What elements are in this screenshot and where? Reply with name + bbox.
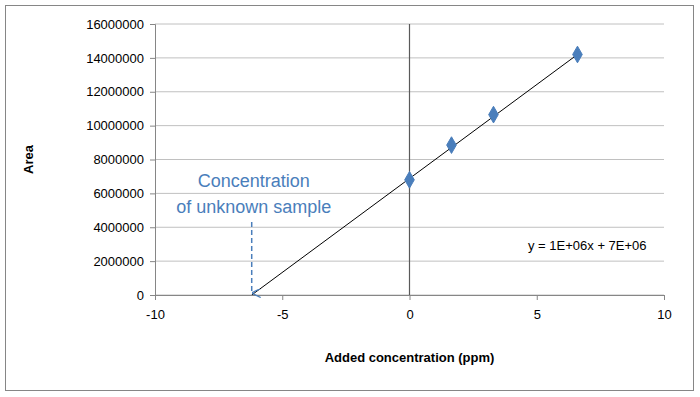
y-axis-title: Area [21,144,36,174]
y-tick-mark [150,227,155,228]
equation-text: y = 1E+06x + 7E+06 [528,238,647,253]
data-point [573,46,583,63]
x-tick-mark [664,295,665,300]
x-tick-label: 5 [534,307,541,322]
y-tick: 6000000 [93,186,155,201]
data-point [489,106,499,123]
y-tick-label: 8000000 [93,152,144,167]
x-axis-title: Added concentration (ppm) [325,350,495,365]
x-tick-mark [410,295,411,300]
x-tick: 5 [534,295,541,322]
x-axis-line [156,296,665,301]
x-tick-label: -10 [146,307,165,322]
x-tick-mark [537,295,538,300]
x-tick: 10 [657,295,671,322]
annotation-arrow [251,222,253,293]
y-tick-mark [150,92,155,93]
y-tick-label: 14000000 [86,51,144,66]
x-tick-label: 10 [657,307,671,322]
y-tick: 10000000 [86,118,155,133]
y-tick-mark [150,126,155,127]
y-tick: 4000000 [93,220,155,235]
annotation-text: of unknown sample [176,197,331,217]
y-tick-mark [150,295,155,296]
x-tick: 0 [406,295,413,322]
y-tick-label: 10000000 [86,118,144,133]
x-tick-label: -5 [277,307,289,322]
y-tick-mark [150,58,155,59]
x-tick: -5 [277,295,289,322]
axis-crossing-line [409,24,410,295]
data-point [447,137,457,154]
y-tick-label: 6000000 [93,186,144,201]
chart-svg: 0 2000000 4000000 6000000 8000000 10000000 120… [0,0,700,397]
y-tick: 12000000 [86,84,155,99]
y-tick-mark [150,261,155,262]
y-tick-label: 4000000 [93,220,144,235]
y-tick: 0 [137,288,155,303]
x-tick-label: 0 [406,307,413,322]
y-axis: 0 2000000 4000000 6000000 8000000 10000000 120… [86,17,155,303]
x-tick-mark [282,295,283,300]
y-tick-mark [150,24,155,25]
y-axis-line [150,25,156,296]
y-tick: 2000000 [93,254,155,269]
y-tick-mark [150,160,155,161]
grid [155,24,664,295]
chart-container: 0 2000000 4000000 6000000 8000000 10000000 120… [0,0,700,397]
y-tick: 16000000 [86,17,155,32]
y-tick: 14000000 [86,51,155,66]
y-tick: 8000000 [93,152,155,167]
x-axis: -10 -5 0 5 10 [146,295,672,322]
y-tick-label: 0 [137,288,144,303]
x-tick: -10 [146,295,165,322]
data-point [405,172,415,189]
y-tick-label: 16000000 [86,17,144,32]
y-tick-label: 12000000 [86,84,144,99]
y-tick-mark [150,193,155,194]
y-tick-label: 2000000 [93,254,144,269]
x-tick-mark [155,295,156,300]
chart-border [6,6,694,391]
annotation-text: Concentration [198,171,310,191]
annotation: Concentration of unknown sample [176,171,331,293]
